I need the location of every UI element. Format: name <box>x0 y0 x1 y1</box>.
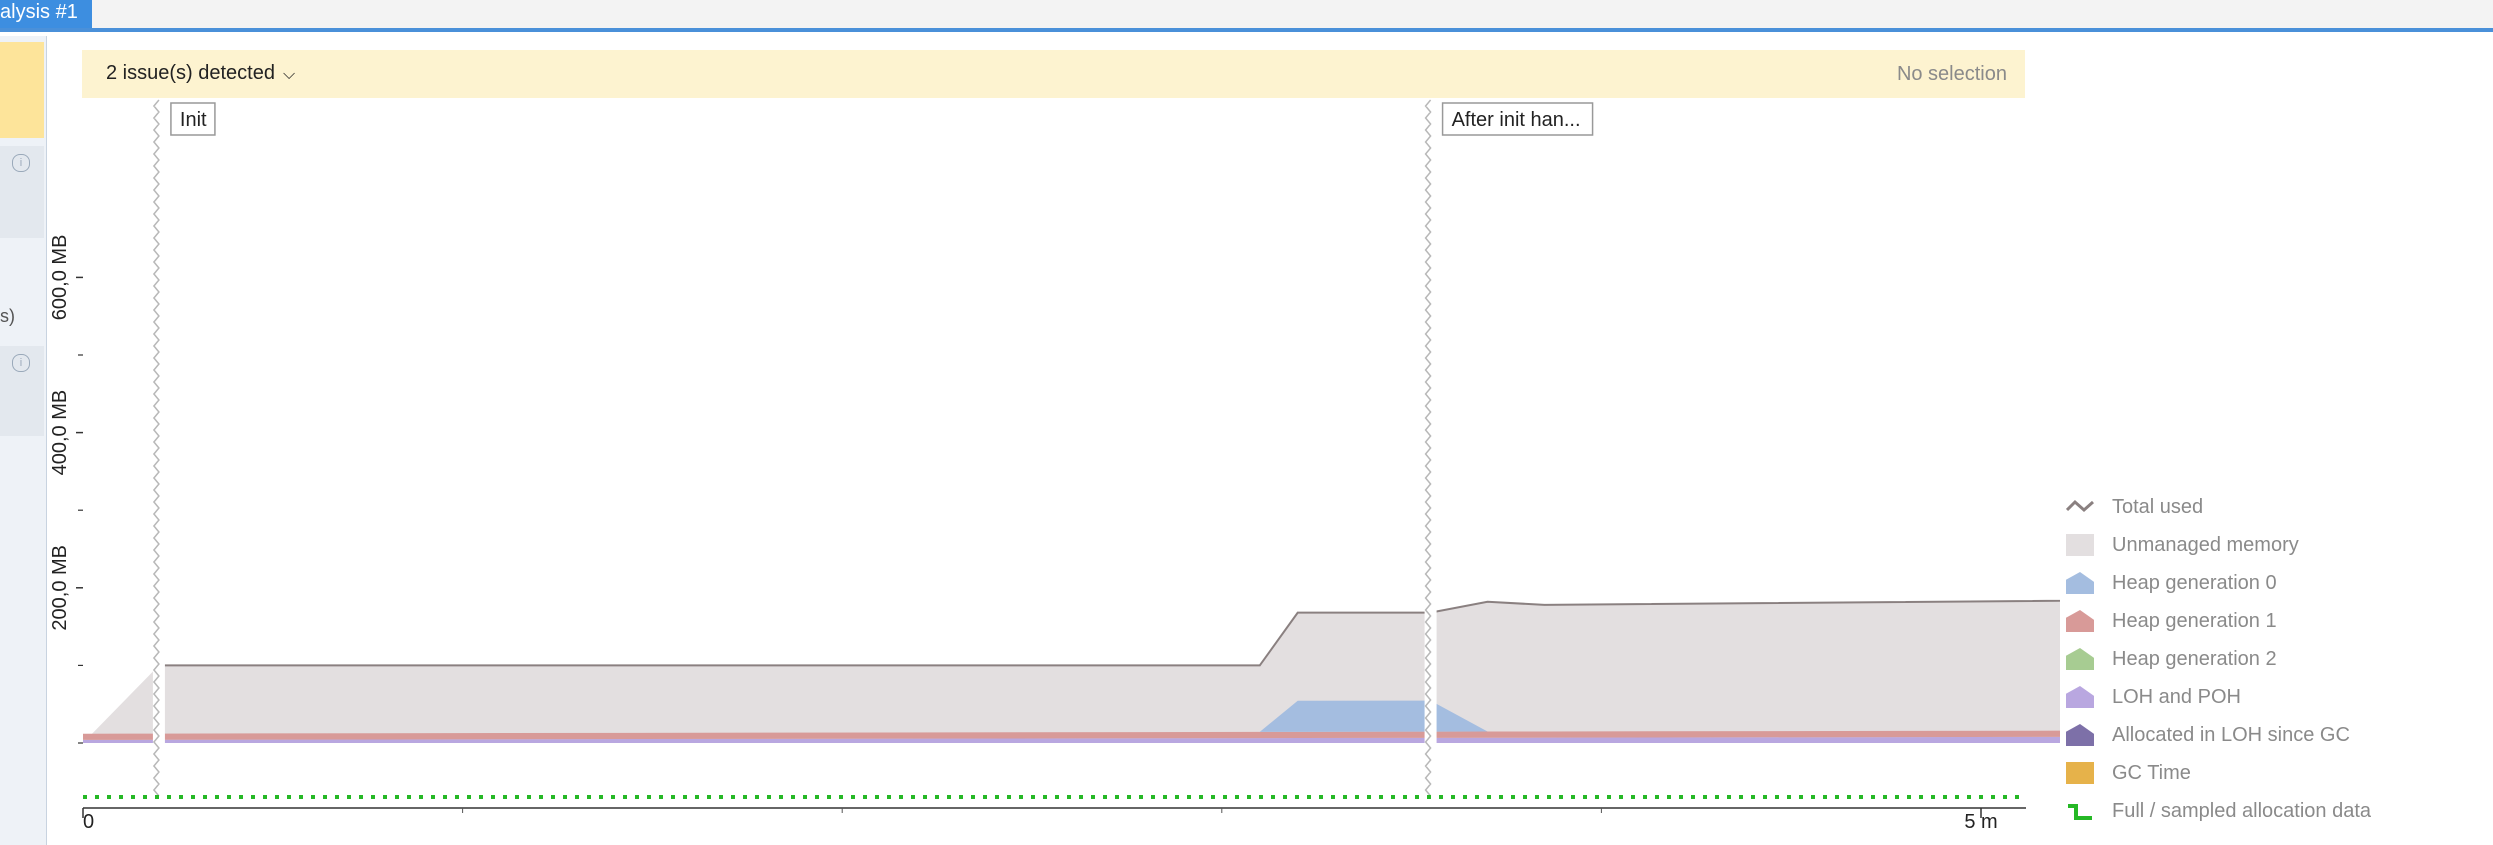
legend-item-loh-since-gc[interactable]: Allocated in LOH since GC <box>2066 720 2371 758</box>
legend-swatch <box>2066 572 2094 594</box>
chevron-down-icon: ⌵ <box>282 66 296 83</box>
legend-item-loh[interactable]: LOH and POH <box>2066 682 2371 720</box>
legend-label: Heap generation 1 <box>2112 610 2277 632</box>
snapshot-separator-line <box>1424 99 1432 797</box>
info-icon[interactable]: i <box>12 154 30 172</box>
legend-label: GC Time <box>2112 762 2191 784</box>
legend-item-gen2[interactable]: Heap generation 2 <box>2066 644 2371 682</box>
info-icon[interactable]: i <box>12 354 30 372</box>
issue-bar: 2 issue(s) detected ⌵ No selection <box>82 50 2025 98</box>
legend-item-total-used[interactable]: Total used <box>2065 492 2371 530</box>
issues-dropdown[interactable]: 2 issue(s) detected ⌵ <box>106 62 295 85</box>
legend-item-sampling[interactable]: Full / sampled allocation data <box>2066 796 2371 834</box>
legend-label: Allocated in LOH since GC <box>2112 724 2350 746</box>
legend-label: LOH and POH <box>2112 686 2241 708</box>
total-used-line <box>158 599 2060 667</box>
legend-item-unmanaged[interactable]: Unmanaged memory <box>2066 530 2371 568</box>
snapshot-label-box[interactable] <box>170 102 216 136</box>
snapshot-label[interactable]: Init <box>180 109 207 131</box>
y-axis-tick-label: 400,0 MB <box>49 390 71 476</box>
y-axis-tick-label: 600,0 MB <box>49 235 71 321</box>
legend-label: Unmanaged memory <box>2112 534 2299 556</box>
legend-item-gen1[interactable]: Heap generation 1 <box>2066 606 2371 644</box>
tab-analysis[interactable]: alysis #1 <box>0 0 92 28</box>
x-axis-tick-label: 5 m <box>1964 811 1997 833</box>
chart-legend: Total used Unmanaged memory Heap generatio… <box>2065 492 2371 834</box>
left-panel-item[interactable]: i <box>0 346 44 436</box>
legend-item-gen0[interactable]: Heap generation 0 <box>2066 568 2371 606</box>
left-panel: i s) i <box>0 36 47 845</box>
issue-indicator <box>0 42 44 138</box>
snapshot-label-box[interactable] <box>1441 102 1594 136</box>
total-used-swatch <box>2065 499 2094 513</box>
left-panel-item[interactable]: i <box>0 146 44 238</box>
legend-swatch <box>2066 534 2094 556</box>
legend-swatch <box>2066 800 2094 822</box>
unmanaged-memory-area <box>83 600 2060 743</box>
sampling-swatch <box>2068 804 2092 820</box>
top-tab-bar: alysis #1 <box>0 0 2493 32</box>
legend-label: Full / sampled allocation data <box>2112 800 2372 822</box>
legend-swatch <box>2066 686 2094 708</box>
legend-swatch <box>2066 762 2094 784</box>
legend-swatch <box>2066 724 2094 746</box>
heap-gen1-area <box>83 730 2060 740</box>
legend-swatch <box>2066 610 2094 632</box>
selection-status: No selection <box>1896 63 2007 85</box>
issues-label: 2 issue(s) detected <box>106 62 275 84</box>
y-axis-tick-label: 200,0 MB <box>49 545 71 631</box>
legend-label: Heap generation 2 <box>2112 648 2277 670</box>
legend-item-gc-time[interactable]: GC Time <box>2066 758 2371 796</box>
loh-poh-area <box>83 736 2060 743</box>
legend-label: Heap generation 0 <box>2112 572 2277 594</box>
legend-label: Total used <box>2112 496 2204 518</box>
x-axis-tick-label: 0 <box>83 811 94 833</box>
snapshot-separator-line <box>152 99 160 797</box>
left-panel-fragment: s) <box>0 306 15 326</box>
legend-swatch <box>2066 648 2094 670</box>
snapshot-label[interactable]: After init han... <box>1452 109 1581 131</box>
legend-swatch <box>2065 496 2094 518</box>
